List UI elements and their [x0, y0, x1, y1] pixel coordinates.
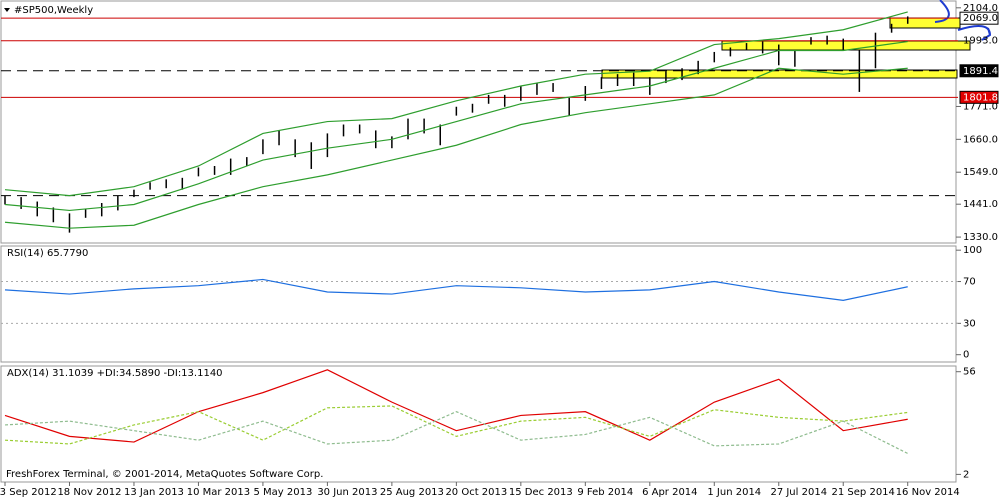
- x-tick-label: 9 Feb 2014: [577, 487, 633, 498]
- y-tick-label: 1771.0: [963, 101, 998, 112]
- y-tick-label: 30: [963, 318, 976, 329]
- footer: FreshForex Terminal, © 2001-2014, MetaQu…: [6, 469, 323, 480]
- adx-panel: [0, 365, 957, 483]
- x-tick-label: 1 Jun 2014: [707, 487, 761, 498]
- x-tick-label: 18 Nov 2012: [57, 487, 121, 498]
- level-label: 2069.0: [963, 13, 998, 24]
- x-tick-label: 10 Mar 2013: [187, 487, 250, 498]
- y-tick-label: 1330.0: [963, 232, 998, 243]
- y-tick-label: 70: [963, 277, 976, 288]
- series-line: [4, 369, 908, 443]
- level-label-box: [959, 90, 999, 104]
- x-tick-label: 30 Jun 2013: [317, 487, 377, 498]
- x-tick-label: 27 Jul 2014: [770, 487, 827, 498]
- series-line: [4, 11, 908, 197]
- x-tick-label: 5 May 2013: [253, 487, 312, 498]
- series-line: [4, 278, 908, 301]
- rsi-panel: [0, 245, 957, 363]
- indicator-title: RSI(14) 65.7790: [7, 248, 88, 259]
- level-label: 1801.8: [963, 92, 998, 103]
- x-tick-label: 6 Apr 2014: [642, 487, 697, 498]
- y-tick-label: 100: [963, 245, 982, 256]
- y-tick-label: 1441.0: [963, 199, 998, 210]
- y-tick-label: 1660.0: [963, 134, 998, 145]
- indicator-title: ADX(14) 31.1039 +DI:34.5890 -DI:13.1140: [7, 368, 223, 379]
- highlight-zone: [601, 69, 958, 79]
- y-tick-label: 56: [963, 367, 976, 378]
- x-tick-label: 16 Nov 2014: [896, 487, 960, 498]
- level-label-box: [959, 64, 999, 78]
- level-label-box: [959, 11, 999, 25]
- highlight-zone: [721, 40, 971, 51]
- x-tick-label: 23 Sep 2012: [0, 487, 57, 498]
- x-tick-label: 25 Aug 2013: [380, 487, 444, 498]
- series-line: [4, 410, 908, 455]
- menu-icon: [4, 8, 10, 12]
- x-tick-label: 21 Sep 2014: [832, 487, 895, 498]
- y-tick-label: 2104.0: [963, 3, 998, 14]
- x-tick-label: 13 Jan 2013: [124, 487, 184, 498]
- chart-title: #SP500,Weekly: [14, 5, 93, 16]
- x-tick-label: 15 Dec 2013: [509, 487, 573, 498]
- y-tick-label: 2: [963, 469, 969, 480]
- level-label: 1993.0: [963, 36, 998, 47]
- series-line: [4, 67, 908, 229]
- level-label: 1891.4: [963, 66, 998, 77]
- highlight-zone: [889, 17, 961, 29]
- y-tick-label: 0: [963, 350, 969, 361]
- series-line: [4, 40, 908, 212]
- y-tick-label: 1549.0: [963, 167, 998, 178]
- series-line: [4, 405, 908, 445]
- x-tick-label: 20 Oct 2013: [445, 487, 507, 498]
- price-panel: [0, 0, 957, 244]
- arrow: [934, 0, 992, 41]
